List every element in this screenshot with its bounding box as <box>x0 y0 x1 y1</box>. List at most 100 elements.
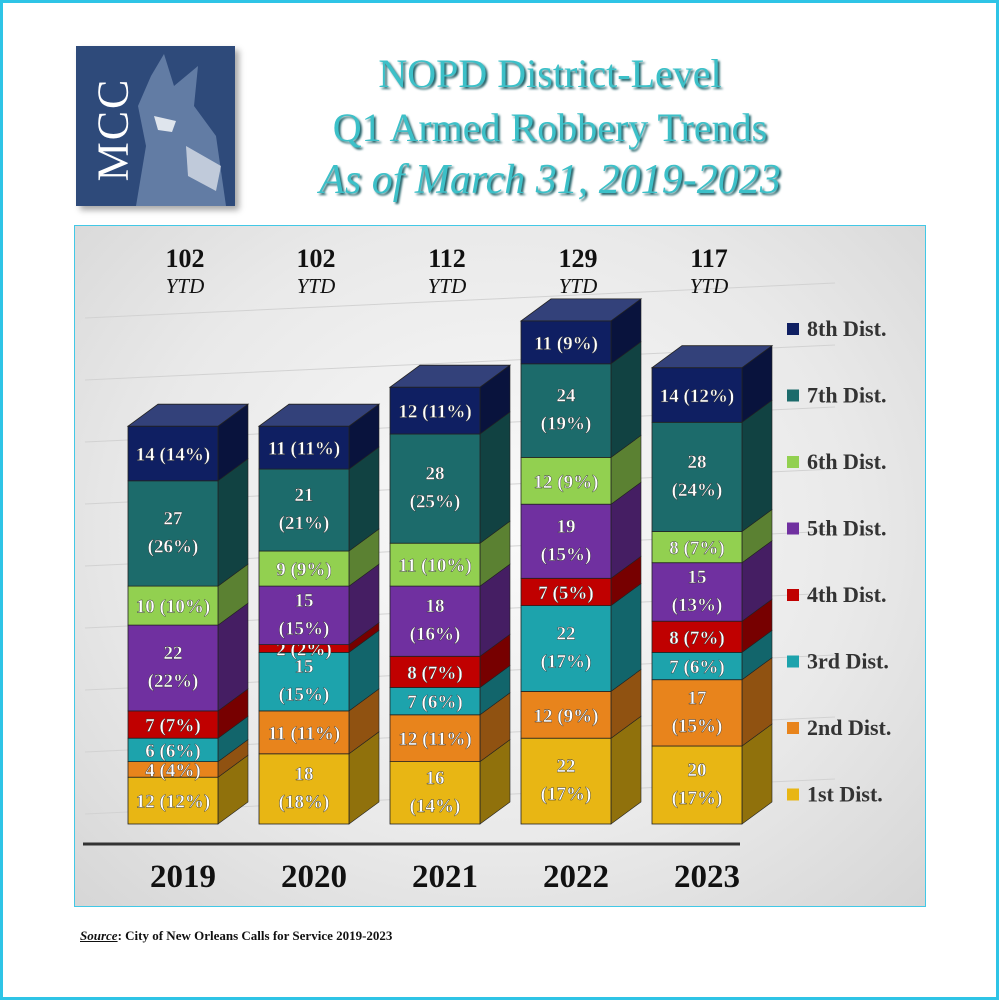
data-label: 6 (6%) <box>145 741 200 762</box>
total-label: 112 <box>428 244 466 273</box>
data-label: (14%) <box>410 796 461 817</box>
ytd-label: YTD <box>428 274 467 298</box>
legend-label: 7th Dist. <box>807 383 886 408</box>
bar-top-face <box>126 403 250 427</box>
bar-top-face <box>257 403 381 427</box>
legend-label: 8th Dist. <box>807 316 886 341</box>
bar-segment <box>258 753 350 825</box>
bar-segment <box>520 605 612 692</box>
data-label: 12 (9%) <box>534 706 599 727</box>
data-label: 27 <box>164 508 184 529</box>
bar-segment-side <box>479 411 511 544</box>
data-label: 11 (11%) <box>268 439 340 460</box>
data-label: 20 <box>688 760 707 781</box>
x-tick-label: 2021 <box>412 859 478 895</box>
data-label: 8 (7%) <box>669 628 724 649</box>
ytd-label: YTD <box>166 274 205 298</box>
data-label: 7 (7%) <box>145 716 200 737</box>
bar-top-face <box>650 345 774 369</box>
data-label: 7 (6%) <box>407 692 462 713</box>
data-label: 8 (7%) <box>407 663 462 684</box>
chart-area: 12 (12%) 4 (4%) 6 (6%) 7 (7%) 22 (22%) 10 (10%… <box>74 225 926 907</box>
data-label: 28 <box>688 452 707 473</box>
data-label: 18 <box>295 764 314 785</box>
legend-label: 3rd Dist. <box>807 649 889 674</box>
data-label: 8 (7%) <box>669 538 724 559</box>
data-label: 16 <box>426 768 445 789</box>
data-label: 12 (11%) <box>398 402 471 423</box>
bar-segment <box>258 425 350 470</box>
ytd-label: YTD <box>297 274 336 298</box>
data-label: 15 <box>295 590 314 611</box>
legend-swatch <box>787 522 799 535</box>
bar-segment <box>651 745 743 825</box>
bar-segment <box>520 320 612 365</box>
data-label: 17 <box>688 688 708 709</box>
bar-segment <box>127 710 219 739</box>
data-label: 7 (5%) <box>538 583 593 604</box>
data-label: 12 (12%) <box>136 792 210 813</box>
data-label: 19 <box>557 516 576 537</box>
data-label: (13%) <box>672 595 723 616</box>
data-label: 15 <box>295 657 314 678</box>
bar-segment <box>520 503 612 579</box>
data-label: 11 (9%) <box>534 333 598 354</box>
bar-segment <box>651 651 743 681</box>
chart-title-line2: Q1 Armed Robbery Trends <box>332 105 768 150</box>
bar-segment <box>520 577 612 606</box>
bar-segment <box>127 480 219 587</box>
data-label: (15%) <box>279 618 330 639</box>
x-tick-label: 2020 <box>281 859 347 895</box>
bar-segment <box>258 585 350 646</box>
x-tick-label: 2023 <box>674 859 740 895</box>
data-label: 14 (14%) <box>136 445 210 466</box>
legend-swatch <box>787 655 799 668</box>
data-label: 18 <box>426 596 445 617</box>
legend-label: 1st Dist. <box>807 782 883 807</box>
legend-label: 5th Dist. <box>807 516 886 541</box>
data-label: (16%) <box>410 624 461 645</box>
bar-top-face <box>388 364 512 388</box>
legend-swatch <box>787 788 799 801</box>
total-label: 117 <box>690 244 728 273</box>
data-label: (21%) <box>279 513 330 534</box>
data-label: 10 (10%) <box>136 597 210 618</box>
bar-segment <box>389 433 481 544</box>
bar-segment <box>520 737 612 825</box>
data-label: 9 (9%) <box>276 560 331 581</box>
legend-label: 6th Dist. <box>807 449 886 474</box>
chart-title-line1: NOPD District-Level <box>378 51 722 96</box>
data-label: (18%) <box>279 792 330 813</box>
bar-segment <box>651 421 743 532</box>
legend-swatch <box>787 456 799 468</box>
legend-swatch <box>787 589 799 601</box>
total-label: 129 <box>559 244 598 273</box>
bar-segment <box>258 550 350 587</box>
bar-segment <box>389 714 481 762</box>
data-label: 22 <box>557 756 576 777</box>
data-label: 7 (6%) <box>669 657 724 678</box>
data-label: 22 <box>557 624 576 645</box>
data-label: (15%) <box>672 716 723 737</box>
data-label: (17%) <box>541 652 592 673</box>
bar-segment <box>520 690 612 739</box>
bar-segment-side <box>217 458 249 587</box>
stacked-bar-chart: 12 (12%) 4 (4%)6 (6%) 7 (7%) 22 (22%) 10 (10%… <box>83 244 891 895</box>
bar-segment <box>389 687 481 716</box>
data-label: (22%) <box>148 671 199 692</box>
legend-swatch <box>787 323 799 335</box>
wolf-head-icon <box>136 54 226 206</box>
gridline <box>84 282 836 319</box>
source-note: Source: City of New Orleans Calls for Se… <box>80 928 392 944</box>
bar-segment <box>651 367 743 423</box>
chart-title-line3: As of March 31, 2019-2023 <box>319 157 781 203</box>
data-label: 22 <box>164 643 183 664</box>
data-label: (19%) <box>541 414 592 435</box>
bar-segment <box>258 468 350 552</box>
data-label: (26%) <box>148 536 199 557</box>
data-label: (15%) <box>279 685 330 706</box>
bar-segment-side <box>741 399 773 533</box>
bar-segment <box>127 425 219 482</box>
data-label: 28 <box>426 464 445 485</box>
data-label: 11 (10%) <box>398 556 471 577</box>
